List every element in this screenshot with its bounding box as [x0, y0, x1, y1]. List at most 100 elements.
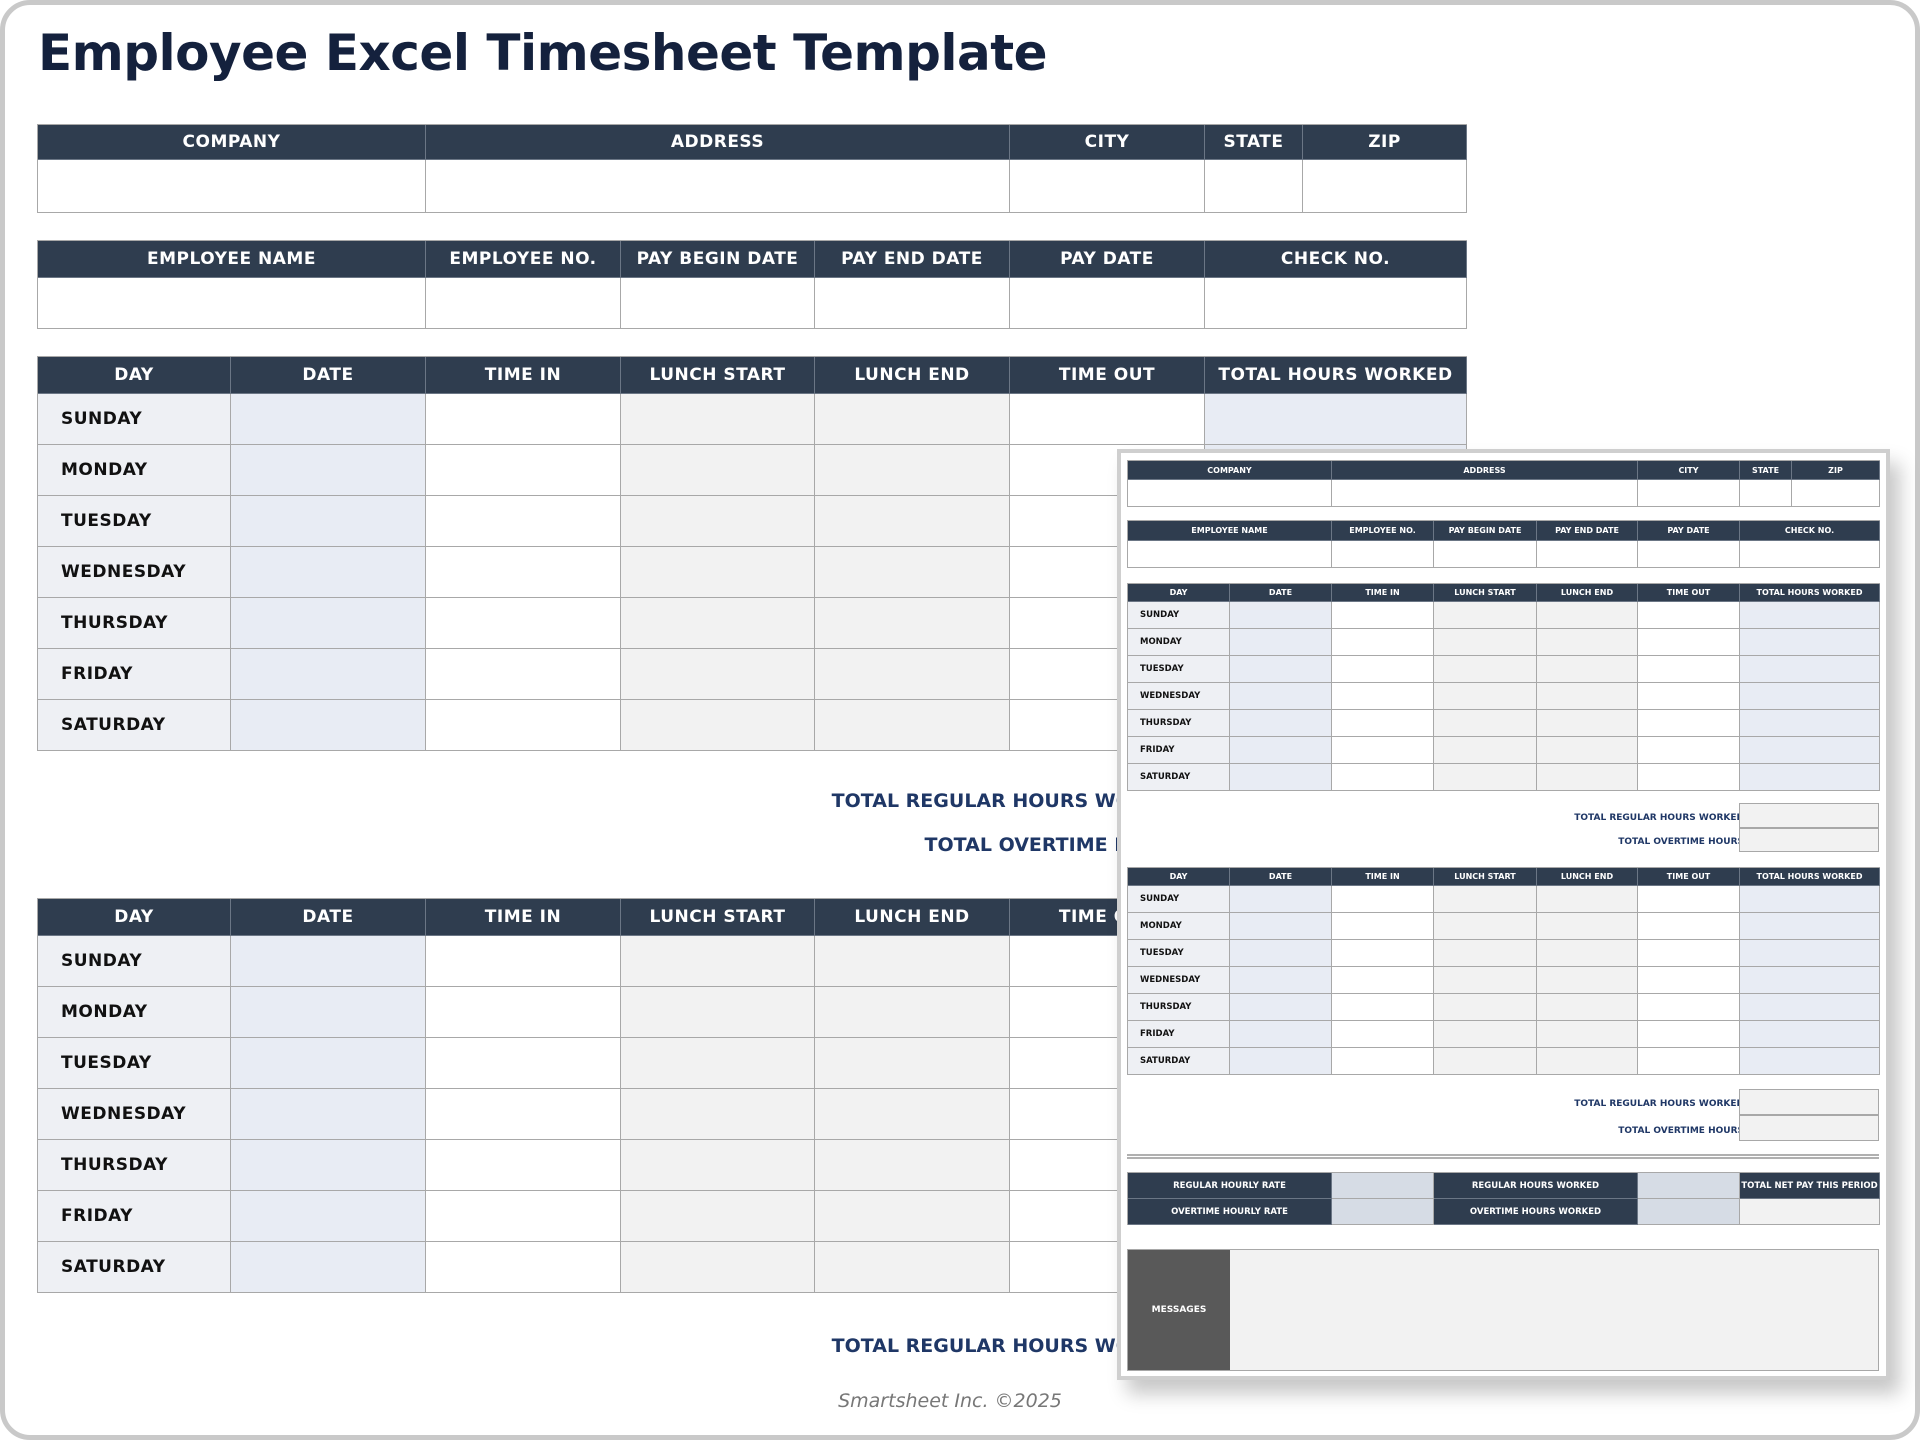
preview-week1-table-cell[interactable] [1332, 629, 1434, 656]
preview-week2-table-cell[interactable] [1740, 1048, 1880, 1075]
employee-table-field-pay-date[interactable] [1010, 278, 1205, 329]
week2-table-cell[interactable] [426, 936, 621, 987]
week1-table-cell[interactable] [621, 445, 815, 496]
preview-week2-table-cell[interactable] [1537, 886, 1638, 913]
week1-table-cell[interactable] [426, 394, 621, 445]
week1-table-cell[interactable] [815, 547, 1010, 598]
preview-week2-table-cell[interactable] [1230, 1048, 1332, 1075]
week2-table-cell[interactable] [621, 936, 815, 987]
preview-week1-table-cell[interactable] [1740, 764, 1880, 791]
preview-employee-table-field-pay-end-date[interactable] [1537, 541, 1638, 568]
preview-week1-table-cell[interactable] [1638, 737, 1740, 764]
week2-table-cell[interactable] [621, 1140, 815, 1191]
week2-table-cell[interactable] [426, 1089, 621, 1140]
week1-table-cell[interactable] [426, 700, 621, 751]
week2-table-cell[interactable] [621, 1038, 815, 1089]
preview-week1-table-cell[interactable] [1740, 656, 1880, 683]
week2-table-cell[interactable] [621, 1089, 815, 1140]
preview-week2-table-cell[interactable] [1434, 967, 1537, 994]
preview-week1-table-cell[interactable] [1332, 737, 1434, 764]
preview-week2-table-cell[interactable] [1434, 994, 1537, 1021]
preview-week1-table-cell[interactable] [1434, 683, 1537, 710]
preview-week2-table-cell[interactable] [1332, 994, 1434, 1021]
preview-week2-table-cell[interactable] [1638, 940, 1740, 967]
week1-table-cell[interactable] [621, 394, 815, 445]
preview-week2-table-cell[interactable] [1230, 994, 1332, 1021]
preview-week1-table-cell[interactable] [1434, 602, 1537, 629]
preview-week2-table-cell[interactable] [1332, 967, 1434, 994]
employee-table-field-check-no-[interactable] [1205, 278, 1467, 329]
week1-table-cell[interactable] [426, 496, 621, 547]
week1-table-cell[interactable] [621, 700, 815, 751]
preview-week1-table-cell[interactable] [1230, 629, 1332, 656]
preview-week1-table-cell[interactable] [1332, 602, 1434, 629]
preview-week2-table-cell[interactable] [1434, 913, 1537, 940]
preview-week1-table-cell[interactable] [1537, 710, 1638, 737]
preview-week2-table-cell[interactable] [1740, 967, 1880, 994]
preview-week2-table-cell[interactable] [1740, 886, 1880, 913]
preview-week1-table-cell[interactable] [1537, 629, 1638, 656]
company-table-field-zip[interactable] [1303, 160, 1467, 213]
employee-table-field-employee-name[interactable] [38, 278, 426, 329]
preview-week1-table-cell[interactable] [1332, 656, 1434, 683]
preview-week2-table-cell[interactable] [1332, 940, 1434, 967]
company-table-field-state[interactable] [1205, 160, 1303, 213]
preview-employee-table-field-pay-begin-date[interactable] [1434, 541, 1537, 568]
preview-week2-table-cell[interactable] [1230, 1021, 1332, 1048]
week1-table-cell[interactable] [815, 394, 1010, 445]
preview-week2-table-cell[interactable] [1638, 994, 1740, 1021]
preview-week1-table-cell[interactable] [1638, 656, 1740, 683]
week2-table-cell[interactable] [426, 1140, 621, 1191]
week1-table-cell[interactable] [426, 547, 621, 598]
preview-week1-table-cell[interactable] [1740, 737, 1880, 764]
week1-table-cell[interactable] [621, 496, 815, 547]
preview-company-table-field-address[interactable] [1332, 480, 1638, 507]
preview-week1-table-cell[interactable] [1537, 602, 1638, 629]
preview-employee-table-field-pay-date[interactable] [1638, 541, 1740, 568]
week2-table-cell[interactable] [231, 1038, 426, 1089]
preview-week1-table-cell[interactable] [1740, 629, 1880, 656]
preview-week1-table-cell[interactable] [1740, 710, 1880, 737]
week1-table-cell[interactable] [815, 496, 1010, 547]
week2-table-cell[interactable] [815, 1242, 1010, 1293]
week1-table-cell[interactable] [426, 649, 621, 700]
preview-employee-table-field-employee-no-[interactable] [1332, 541, 1434, 568]
week2-table-cell[interactable] [426, 1038, 621, 1089]
company-table-field-address[interactable] [426, 160, 1010, 213]
preview-week1-table-cell[interactable] [1740, 602, 1880, 629]
week1-table-cell[interactable] [231, 598, 426, 649]
week2-table-cell[interactable] [815, 1191, 1010, 1242]
preview-week1-table-cell[interactable] [1537, 683, 1638, 710]
week1-table-cell[interactable] [426, 445, 621, 496]
preview-week2-table-cell[interactable] [1740, 940, 1880, 967]
preview-company-table-field-city[interactable] [1638, 480, 1740, 507]
preview-week2-table-cell[interactable] [1230, 886, 1332, 913]
preview-week2-table-cell[interactable] [1537, 994, 1638, 1021]
preview-week2-table-cell[interactable] [1230, 940, 1332, 967]
week2-table-cell[interactable] [815, 936, 1010, 987]
preview-week1-table-cell[interactable] [1230, 602, 1332, 629]
preview-week2-table-cell[interactable] [1638, 913, 1740, 940]
preview-week1-table-cell[interactable] [1638, 629, 1740, 656]
overtime-hours-worked-field[interactable] [1638, 1199, 1740, 1225]
preview-week1-table-cell[interactable] [1230, 656, 1332, 683]
week1-table-cell[interactable] [231, 700, 426, 751]
week2-table-cell[interactable] [815, 1038, 1010, 1089]
employee-table-field-pay-end-date[interactable] [815, 278, 1010, 329]
preview-week2-table-cell[interactable] [1537, 940, 1638, 967]
preview-week2-table-cell[interactable] [1434, 1048, 1537, 1075]
preview-week1-table-cell[interactable] [1638, 683, 1740, 710]
preview-week1-table-cell[interactable] [1537, 656, 1638, 683]
preview-employee-table-field-employee-name[interactable] [1128, 541, 1332, 568]
preview-week2-table-cell[interactable] [1332, 886, 1434, 913]
preview-week1-table-cell[interactable] [1740, 683, 1880, 710]
week2-table-cell[interactable] [231, 936, 426, 987]
regular-hours-worked-field[interactable] [1638, 1173, 1740, 1199]
employee-table-field-employee-no-[interactable] [426, 278, 621, 329]
week1-table-cell[interactable] [231, 496, 426, 547]
preview-company-table-field-state[interactable] [1740, 480, 1792, 507]
week2-table-cell[interactable] [231, 1242, 426, 1293]
week2-table-cell[interactable] [815, 1140, 1010, 1191]
week1-table-cell[interactable] [621, 649, 815, 700]
week1-table-cell[interactable] [1010, 394, 1205, 445]
